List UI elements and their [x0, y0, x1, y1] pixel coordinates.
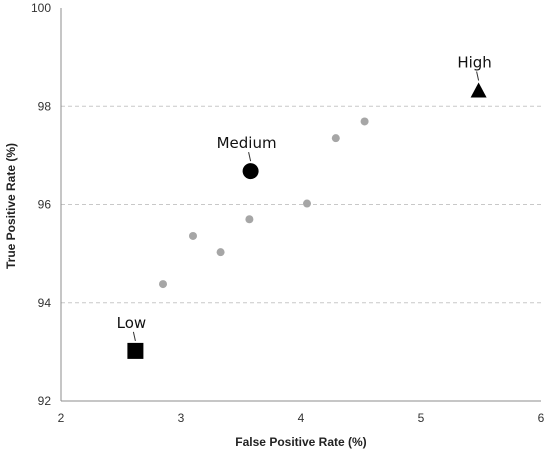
marker-low: [127, 342, 144, 359]
data-point: [216, 248, 225, 257]
label-high: High: [457, 54, 491, 72]
axes: [60, 8, 541, 402]
y-tick-label: 92: [38, 394, 52, 408]
x-tick-label: 5: [418, 411, 425, 425]
y-tick-label: 100: [31, 1, 51, 15]
gridlines: [61, 105, 541, 304]
highlighted-points: Low Medium High: [117, 54, 492, 359]
leader-high: [476, 71, 480, 81]
y-tick-label: 94: [38, 296, 52, 310]
marker-high: [470, 82, 487, 98]
x-tick-label: 3: [178, 411, 185, 425]
marker-medium: [242, 163, 259, 180]
x-tick-label: 2: [58, 411, 65, 425]
leader-low: [132, 331, 136, 342]
data-point: [189, 231, 197, 240]
data-point: [331, 134, 340, 143]
y-tick-label: 96: [38, 198, 52, 212]
y-axis-title: True Positive Rate (%): [4, 143, 18, 269]
data-points: [159, 117, 369, 289]
tick-labels: 2 3 4 5 6 92 94 96 98 100: [31, 1, 545, 425]
label-medium: Medium: [217, 134, 277, 152]
label-low: Low: [117, 314, 147, 332]
data-point: [360, 117, 369, 126]
x-tick-label: 6: [538, 411, 545, 425]
x-axis-title: False Positive Rate (%): [235, 435, 366, 449]
data-point: [303, 199, 311, 208]
data-point: [159, 280, 167, 289]
x-tick-label: 4: [298, 411, 305, 425]
y-tick-label: 98: [38, 99, 52, 113]
data-point: [245, 215, 254, 224]
leader-medium: [248, 151, 252, 162]
